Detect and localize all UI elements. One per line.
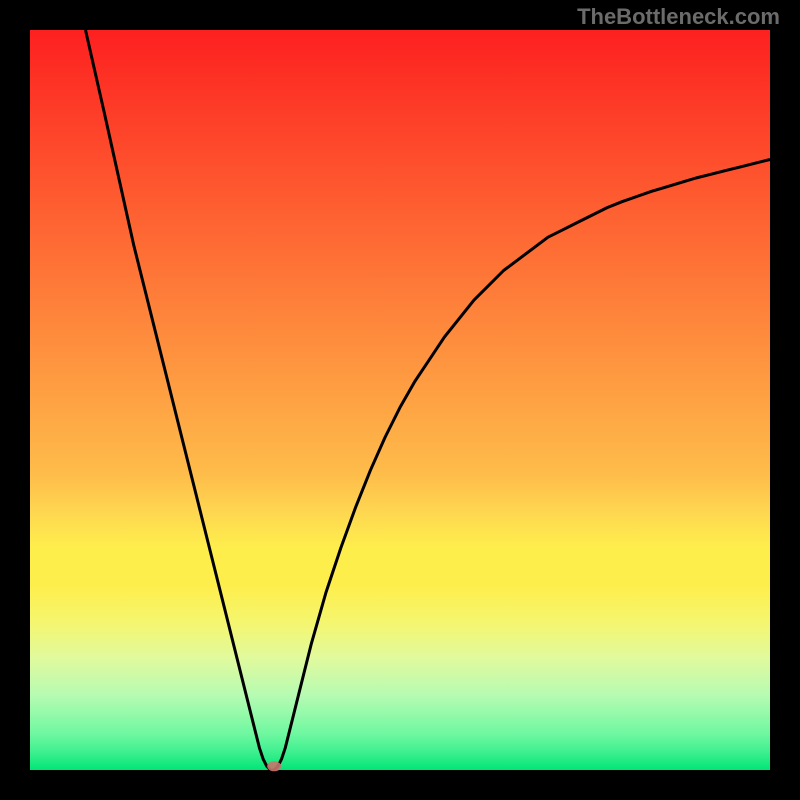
- optimal-point-marker: [267, 761, 281, 771]
- plot-background: [30, 30, 770, 770]
- watermark-text: TheBottleneck.com: [577, 4, 780, 30]
- chart-svg: [0, 0, 800, 800]
- bottleneck-chart: TheBottleneck.com: [0, 0, 800, 800]
